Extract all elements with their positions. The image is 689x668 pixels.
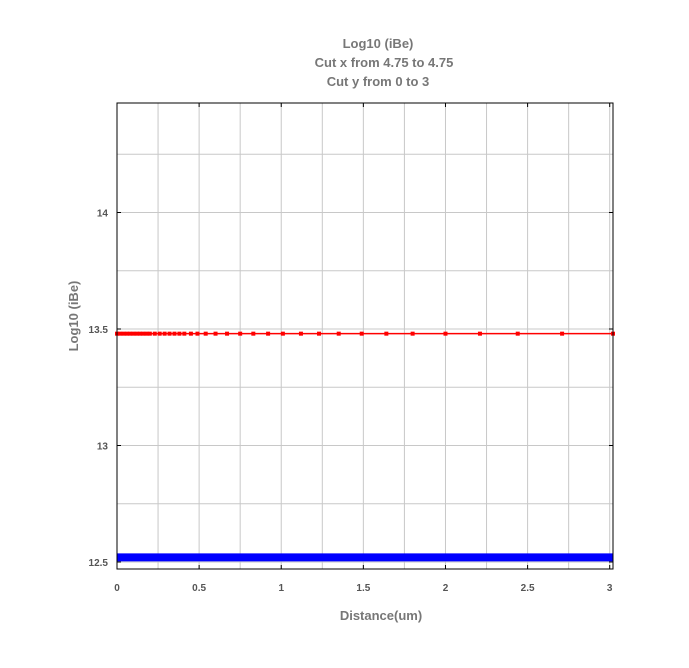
data-point <box>443 331 448 336</box>
title-line: Log10 (iBe) <box>343 36 414 51</box>
title-line: Cut x from 4.75 to 4.75 <box>315 55 454 70</box>
data-point <box>195 331 200 336</box>
data-point <box>167 331 172 336</box>
data-point <box>157 331 162 336</box>
data-point <box>266 331 271 336</box>
chart-title: Log10 (iBe) Cut x from 4.75 to 4.75 Cut y … <box>315 36 454 89</box>
x-tick-label: 1 <box>278 583 284 594</box>
data-point <box>162 331 167 336</box>
x-axis-ticks: 0 0.5 1 1.5 2 2.5 3 <box>114 103 613 594</box>
data-point <box>137 331 142 336</box>
data-point <box>177 331 182 336</box>
series-layer <box>115 331 615 562</box>
data-point <box>152 331 157 336</box>
data-point <box>317 331 322 336</box>
data-point <box>251 331 256 336</box>
data-point <box>124 331 129 336</box>
y-axis-ticks: 12.5 13 13.5 14 <box>89 209 613 569</box>
grid <box>117 103 613 569</box>
data-point <box>131 331 136 336</box>
plot-frame <box>116 102 614 570</box>
data-point <box>134 331 139 336</box>
y-tick-label: 14 <box>97 209 109 220</box>
x-tick-label: 2 <box>443 583 449 594</box>
data-point <box>147 331 152 336</box>
data-point <box>182 331 187 336</box>
data-point <box>410 331 415 336</box>
data-point <box>121 331 126 336</box>
y-tick-label: 13.5 <box>89 325 109 336</box>
data-point <box>203 331 208 336</box>
data-point <box>141 331 146 336</box>
title-line: Cut y from 0 to 3 <box>327 74 430 89</box>
data-point <box>118 331 123 336</box>
data-point <box>128 331 133 336</box>
x-tick-label: 0.5 <box>192 583 206 594</box>
data-point <box>384 331 389 336</box>
x-tick-label: 1.5 <box>356 583 370 594</box>
y-tick-label: 12.5 <box>89 558 109 569</box>
y-tick-label: 13 <box>97 442 109 453</box>
data-point <box>560 331 565 336</box>
data-point <box>238 331 243 336</box>
data-point <box>172 331 177 336</box>
data-point <box>359 331 364 336</box>
data-point <box>213 331 218 336</box>
data-point <box>280 331 285 336</box>
data-point <box>336 331 341 336</box>
x-tick-label: 3 <box>607 583 613 594</box>
x-axis-label: Distance(um) <box>340 608 422 623</box>
data-point <box>225 331 230 336</box>
data-point <box>188 331 193 336</box>
data-point <box>298 331 303 336</box>
x-tick-label: 2.5 <box>521 583 535 594</box>
x-tick-label: 0 <box>114 583 120 594</box>
data-point <box>515 331 520 336</box>
data-point <box>477 331 482 336</box>
data-point <box>144 331 149 336</box>
y-axis-label: Log10 (iBe) <box>66 281 81 352</box>
